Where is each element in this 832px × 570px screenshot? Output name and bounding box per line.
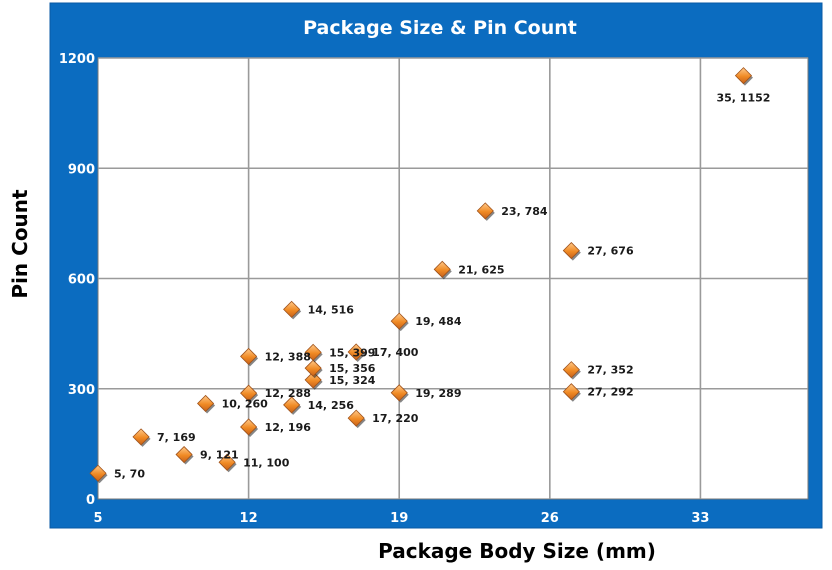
y-axis-label: Pin Count [8,189,32,299]
data-point-label: 11, 100 [243,456,290,469]
data-point-label: 9, 121 [200,449,239,462]
data-point [347,343,366,362]
data-point [218,453,237,473]
data-point-label: 15, 399 [329,346,375,359]
data-point [304,343,323,363]
data-point-label: 14, 516 [308,303,355,316]
y-tick-label: 900 [68,162,95,177]
data-point [240,418,259,437]
data-point-label: 35, 1152 [716,92,770,105]
data-point [89,464,108,484]
data-point-label: 12, 196 [265,421,312,434]
x-tick-label: 33 [691,511,709,526]
data-point-label: 17, 220 [372,412,419,425]
data-point [347,409,366,429]
data-point [240,384,259,404]
y-tick-label: 600 [68,273,95,288]
data-point-label: 27, 292 [587,386,633,399]
data-point [175,445,194,465]
y-tick-label: 300 [68,383,95,398]
data-point [132,428,151,447]
data-point-label: 14, 256 [308,399,355,412]
data-point-label: 7, 169 [157,431,196,444]
data-point-labels: 5, 70 7, 169 9, 121 10, 260 11, 100 12, 196 12… [114,92,770,481]
data-point [390,312,409,332]
data-point-label: 17, 400 [372,346,419,359]
y-tick-label: 1200 [59,52,95,67]
data-point [283,300,302,320]
x-tick-label: 26 [541,511,559,526]
data-point [240,347,259,367]
data-point [304,371,323,390]
data-point-label: 12, 288 [265,387,311,400]
data-point [390,384,409,403]
data-point-label: 23, 784 [501,205,548,218]
data-point-label: 5, 70 [114,467,145,480]
chart-title: Package Size & Pin Count [303,17,577,39]
data-point-label: 15, 324 [329,374,376,387]
data-point-label: 10, 260 [222,397,269,410]
data-point-label: 27, 352 [587,364,633,377]
data-point [562,361,581,380]
data-point [476,202,495,221]
y-tick-label: 0 [86,493,95,508]
data-point-label: 19, 484 [415,315,462,328]
x-tick-label: 19 [390,511,408,526]
data-point [734,67,753,86]
x-axis-label: Package Body Size (mm) [378,539,656,563]
data-point-label: 19, 289 [415,387,461,400]
x-axis-ticks: 5 12 19 26 33 [93,511,709,526]
data-point [562,383,581,402]
y-axis-ticks: 0 300 600 900 1200 [59,52,95,508]
data-point-label: 12, 388 [265,350,311,363]
data-point [433,260,452,280]
data-point-label: 15, 356 [329,362,376,375]
x-tick-label: 5 [93,511,102,526]
x-tick-label: 12 [240,511,258,526]
data-point [562,242,581,261]
data-point-label: 21, 625 [458,263,504,276]
data-point [283,396,302,415]
data-points [89,67,753,484]
data-point [304,359,323,379]
data-point [197,394,216,414]
data-point-label: 27, 676 [587,245,634,258]
